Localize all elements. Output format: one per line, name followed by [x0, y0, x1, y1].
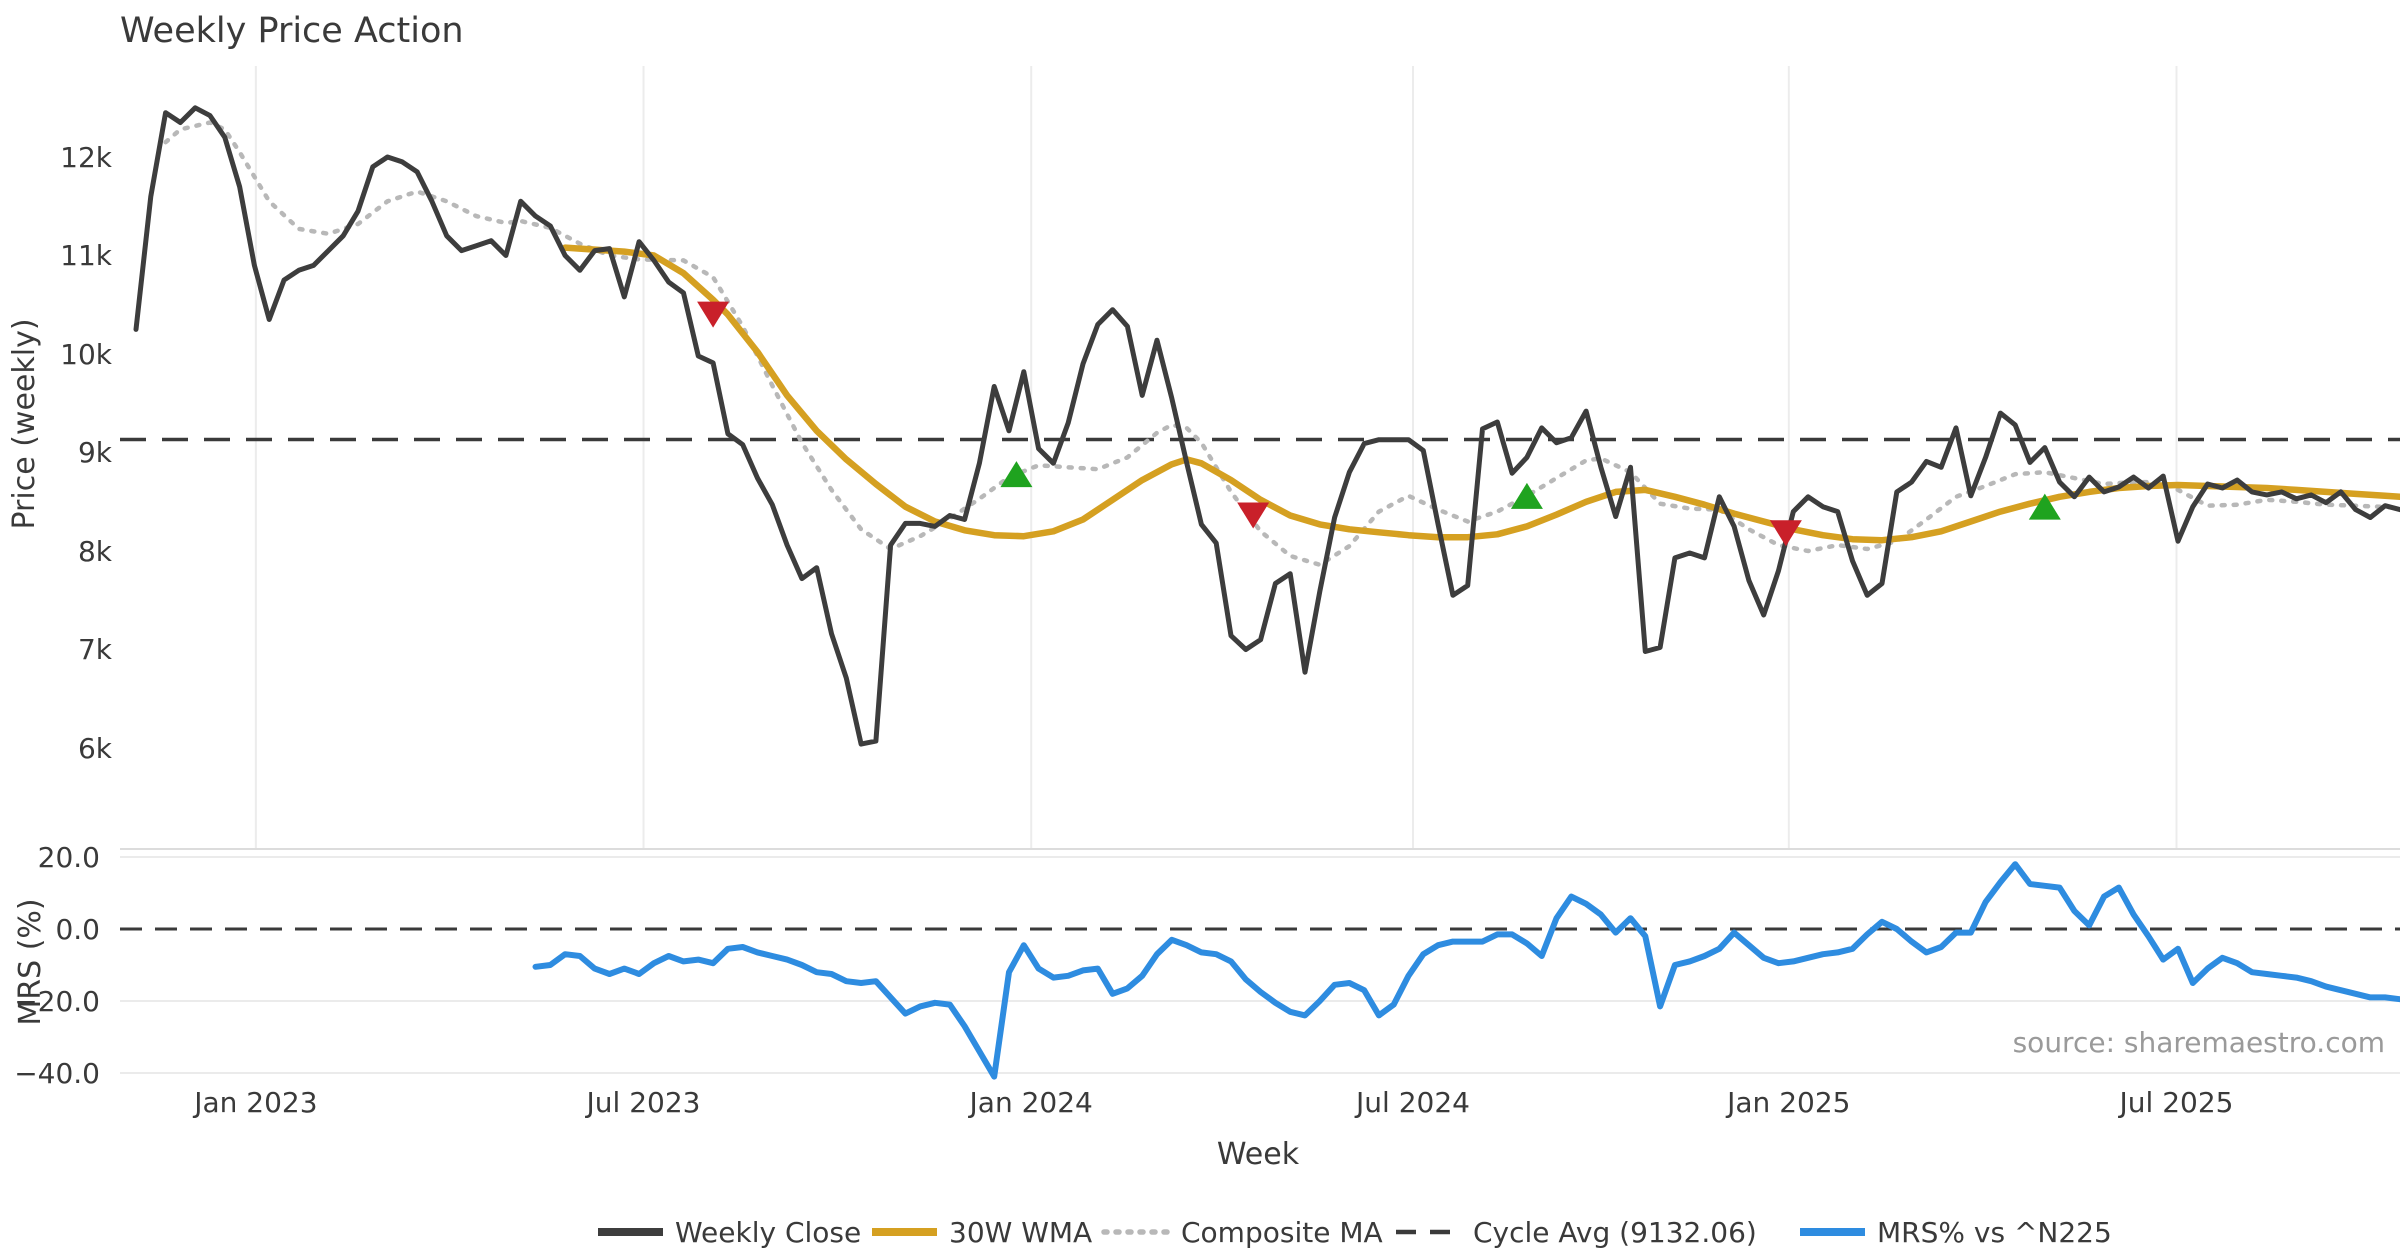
price-ytick-6k: 6k	[78, 732, 113, 765]
mrs-ytick-20: 20.0	[38, 841, 100, 874]
price-ytick-12k: 12k	[60, 141, 113, 174]
legend-label-mrs: MRS% vs ^N225	[1877, 1216, 2112, 1249]
chart-title: Weekly Price Action	[120, 11, 464, 51]
legend: Weekly Close 30W WMA Composite MA Cycle …	[598, 1216, 2112, 1249]
xtick-jan-2023: Jan 2023	[192, 1086, 317, 1119]
legend-label-weekly-close: Weekly Close	[675, 1216, 861, 1249]
mrs-ytick-neg40: −40.0	[14, 1057, 100, 1090]
price-ytick-8k: 8k	[78, 535, 113, 568]
source-note: source: sharemaestro.com	[2013, 1026, 2385, 1059]
legend-label-composite: Composite MA	[1181, 1216, 1383, 1249]
mrs-ytick-0: 0.0	[55, 913, 100, 946]
mrs-axis-label: MRS (%)	[13, 898, 48, 1025]
legend-label-wma30: 30W WMA	[949, 1216, 1092, 1249]
price-axis-label: Price (weekly)	[7, 318, 42, 529]
xtick-jan-2025: Jan 2025	[1725, 1086, 1850, 1119]
xtick-jul-2023: Jul 2023	[585, 1086, 701, 1119]
price-ytick-7k: 7k	[78, 633, 113, 666]
weekly-price-action-figure: Weekly Price Action 12k 11k 10k 9k 8k 7k…	[0, 0, 2400, 1260]
xtick-jul-2025: Jul 2025	[2118, 1086, 2234, 1119]
price-ytick-10k: 10k	[60, 338, 113, 371]
xtick-jul-2024: Jul 2024	[1354, 1086, 1470, 1119]
figure-background	[0, 0, 2400, 1260]
price-ytick-9k: 9k	[78, 436, 113, 469]
price-ytick-11k: 11k	[60, 239, 113, 272]
xtick-jan-2024: Jan 2024	[968, 1086, 1093, 1119]
x-axis-label: Week	[1217, 1137, 1300, 1172]
legend-label-cycle-avg: Cycle Avg (9132.06)	[1473, 1216, 1757, 1249]
